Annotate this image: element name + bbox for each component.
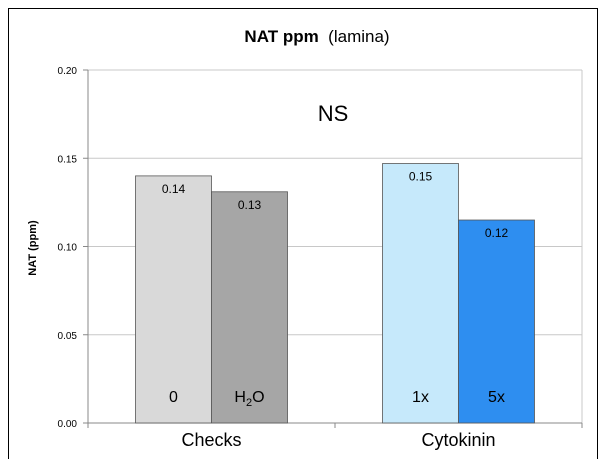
bar-label-text: 1x [412, 389, 429, 406]
chart-subtitle: (lamina) [328, 27, 389, 46]
category-label: Checks [181, 430, 241, 450]
y-tick-label: 0.20 [58, 66, 78, 77]
category-label: Cytokinin [421, 430, 495, 450]
bar-label-subscript: 2 [246, 397, 252, 409]
bar [458, 219, 535, 424]
bar [211, 191, 288, 424]
y-tick-label: 0.00 [58, 419, 78, 430]
y-tick-label: 0.10 [58, 243, 78, 254]
plot-area: 0.00 0.05 0.10 0.15 0.20 0.14 0 0.13 H2O Checks 0.… [58, 66, 583, 450]
data-label: 0.15 [409, 170, 433, 184]
data-label: 0.12 [485, 226, 509, 240]
bar-label-text: 5x [488, 389, 505, 406]
chart-title-main: NAT ppm [244, 27, 318, 46]
bar-label-text: H [234, 389, 246, 406]
y-axis-label: NAT (ppm) [27, 220, 39, 276]
bar-label-text: 0 [169, 389, 178, 406]
y-tick-label: 0.05 [58, 331, 78, 342]
data-label: 0.13 [238, 198, 262, 212]
bar-label: H2O [234, 389, 264, 409]
bar [135, 175, 212, 424]
data-label: 0.14 [162, 182, 186, 196]
y-tick-label: 0.15 [58, 154, 78, 165]
ns-annotation: NS [318, 101, 349, 126]
chart-title: NAT ppm (lamina) [244, 27, 389, 46]
bar [382, 163, 459, 424]
bar-label: 5x [488, 389, 505, 406]
bar-label-tail: O [252, 389, 264, 406]
bar-label: 0 [169, 389, 178, 406]
bar-label: 1x [412, 389, 429, 406]
